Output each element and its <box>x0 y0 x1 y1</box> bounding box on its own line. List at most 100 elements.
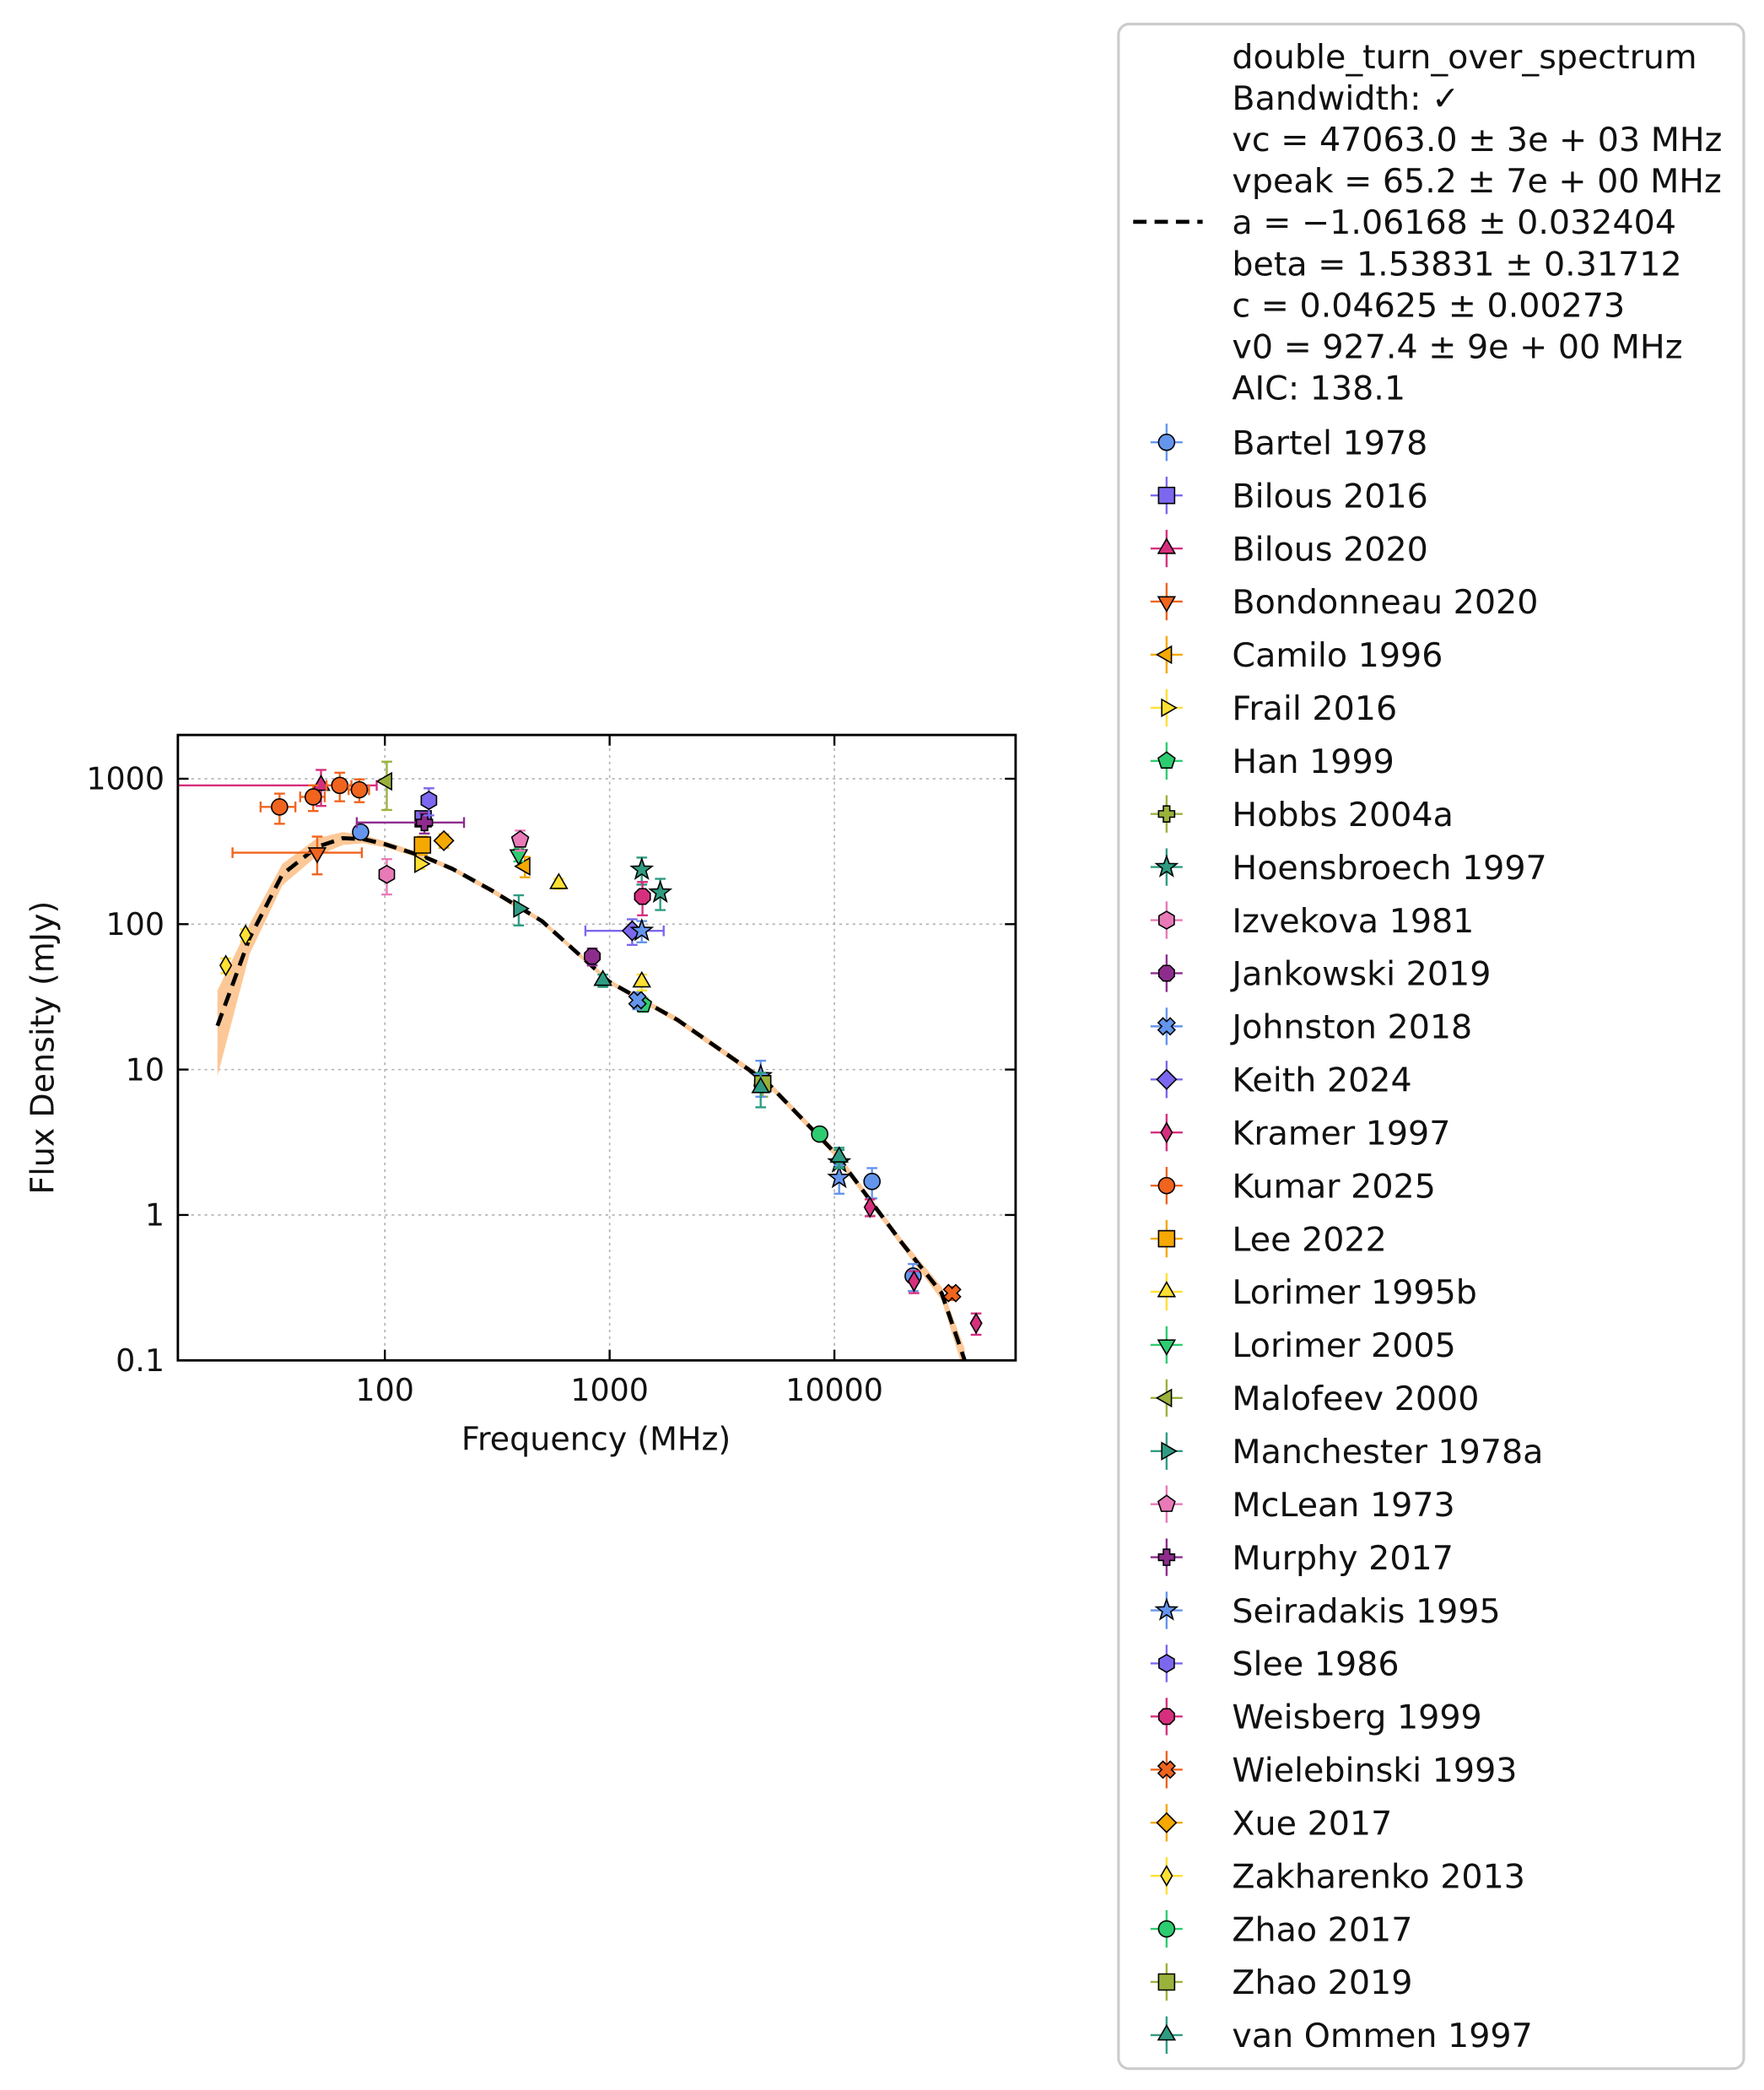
legend-marker <box>1157 964 1175 982</box>
legend-label: Camilo 1996 <box>1232 636 1443 675</box>
legend-fit-text: c = 0.04625 ± 0.00273 <box>1232 286 1625 325</box>
legend-label: Kramer 1997 <box>1232 1114 1450 1153</box>
legend-marker <box>1161 1441 1178 1461</box>
legend-label: Izvekova 1981 <box>1232 902 1474 941</box>
legend-label: Malofeev 2000 <box>1232 1380 1479 1418</box>
legend-fit-text: vc = 47063.0 ± 3e + 03 MHz <box>1232 121 1722 159</box>
legend-label: Xue 2017 <box>1232 1804 1392 1843</box>
y-tick-label: 10 <box>126 1051 165 1088</box>
marker <box>415 813 434 832</box>
legend-marker <box>1157 433 1176 451</box>
marker <box>311 774 331 791</box>
legend-marker <box>1157 2023 1177 2041</box>
marker <box>863 1196 877 1218</box>
plot-frame <box>176 733 1017 1362</box>
marker <box>433 829 455 851</box>
legend-label: Lorimer 2005 <box>1232 1326 1455 1365</box>
legend-fit-text: vpeak = 65.2 ± 7e + 00 MHz <box>1232 162 1721 201</box>
legend-label: Frail 2016 <box>1232 689 1397 728</box>
legend-fit-text: v0 = 927.4 ± 9e + 00 MHz <box>1232 327 1682 366</box>
legend-marker <box>1157 1017 1176 1036</box>
marker <box>219 954 233 977</box>
marker <box>413 836 432 854</box>
legend-marker <box>1157 1973 1176 1991</box>
marker <box>584 948 601 965</box>
legend-label: Bilous 2016 <box>1232 477 1427 516</box>
legend-marker <box>1160 1865 1173 1887</box>
legend-label: Bilous 2020 <box>1232 530 1427 569</box>
legend-marker <box>1160 1121 1173 1144</box>
y-axis-label: Flux Density (mJy) <box>24 901 62 1195</box>
legend-label: Keith 2024 <box>1232 1061 1411 1100</box>
legend-marker <box>1157 751 1176 770</box>
x-tick-label: 10000 <box>785 1372 883 1408</box>
legend-marker <box>1157 1654 1175 1673</box>
legend-marker <box>1157 1494 1176 1512</box>
marker <box>629 856 655 880</box>
marker <box>271 798 289 816</box>
legend-label: Hoensbroech 1997 <box>1232 849 1546 888</box>
legend-label: Zakharenko 2013 <box>1232 1857 1525 1896</box>
legend-label: Seiradakis 1995 <box>1232 1592 1500 1631</box>
x-tick-label: 100 <box>355 1372 414 1408</box>
legend-label: Zhao 2017 <box>1232 1910 1412 1949</box>
legend-fit-text: AIC: 138.1 <box>1232 370 1405 408</box>
legend-label: Bondonneau 2020 <box>1232 583 1538 622</box>
legend-label: McLean 1973 <box>1232 1486 1454 1525</box>
marker <box>648 879 673 904</box>
marker <box>829 1146 849 1163</box>
legend-label: Wielebinski 1993 <box>1232 1752 1517 1790</box>
legend-fit-text: beta = 1.53831 ± 0.31712 <box>1232 245 1681 284</box>
y-tick-label: 0.1 <box>116 1342 165 1379</box>
marker <box>629 917 655 942</box>
legend-marker <box>1161 698 1178 718</box>
marker <box>375 771 392 791</box>
legend-label: Bartel 1978 <box>1232 424 1427 462</box>
legend-marker <box>1157 537 1177 554</box>
marker <box>907 1270 920 1293</box>
legend-label: Kumar 2025 <box>1232 1167 1435 1206</box>
legend-box <box>1117 22 1745 2071</box>
legend-label: Weisberg 1999 <box>1232 1698 1481 1737</box>
marker <box>350 780 369 799</box>
legend-marker <box>1157 805 1176 823</box>
marker <box>307 847 327 864</box>
legend-label: Lee 2022 <box>1232 1220 1386 1259</box>
legend-marker <box>1157 1920 1176 1938</box>
legend-label: Slee 1986 <box>1232 1645 1399 1684</box>
legend-marker <box>1157 1176 1176 1195</box>
legend-fit-text: Bandwidth: ✓ <box>1232 79 1459 118</box>
legend-label: Zhao 2019 <box>1232 1963 1412 2002</box>
x-axis-label: Frequency (MHz) <box>461 1420 731 1457</box>
marker <box>632 970 651 988</box>
marker <box>863 1172 881 1191</box>
legend-label: Han 1999 <box>1232 743 1394 781</box>
legend-marker <box>1157 1229 1176 1248</box>
legend-fit-text: double_turn_over_spectrum <box>1232 38 1697 77</box>
legend-marker <box>1157 596 1177 613</box>
marker <box>549 872 569 889</box>
legend-marker <box>1155 1388 1173 1408</box>
legend-label: Murphy 2017 <box>1232 1539 1453 1578</box>
marker <box>942 1283 962 1303</box>
marker <box>593 969 612 986</box>
marker <box>352 823 370 841</box>
legend-label: Jankowski 2019 <box>1229 955 1491 994</box>
legend-label: Hobbs 2004a <box>1232 796 1453 834</box>
legend-marker <box>1157 1760 1176 1779</box>
legend-marker <box>1157 1281 1177 1298</box>
legend-marker <box>1157 486 1176 505</box>
legend-marker <box>1156 1068 1178 1090</box>
marker <box>628 991 647 1010</box>
y-tick-label: 100 <box>106 906 165 942</box>
marker <box>510 829 530 848</box>
marker <box>811 1125 828 1143</box>
legend-marker <box>1157 1339 1177 1356</box>
y-tick-label: 1000 <box>86 761 165 797</box>
legend-marker <box>1157 1708 1175 1725</box>
marker <box>414 854 431 874</box>
legend-marker <box>1154 1597 1179 1621</box>
marker <box>513 899 530 919</box>
legend-marker <box>1157 1548 1176 1566</box>
